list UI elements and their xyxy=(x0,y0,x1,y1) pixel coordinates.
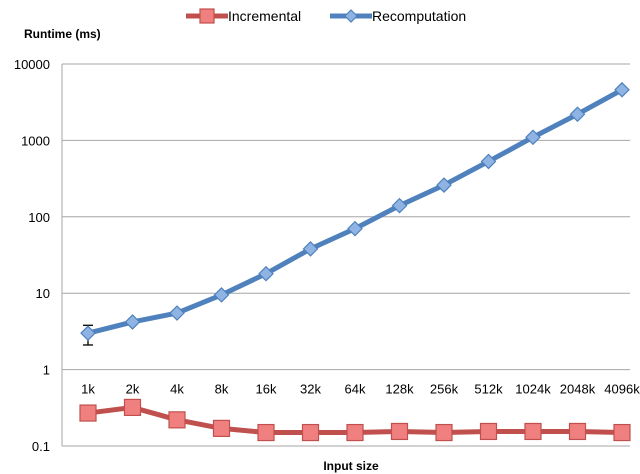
incremental-point xyxy=(79,404,97,422)
recomputation-point xyxy=(169,305,185,321)
recomputation-point xyxy=(347,220,363,237)
x-tick-label: 1k xyxy=(81,382,95,397)
legend: Incremental Recomputation xyxy=(186,8,466,24)
x-tick-label: 256k xyxy=(430,382,459,397)
incremental-point xyxy=(479,422,498,441)
incremental-point xyxy=(346,423,364,442)
x-tick-label: 32k xyxy=(300,382,321,397)
x-tick-label: 128k xyxy=(385,382,414,397)
x-tick-label: 4k xyxy=(170,382,184,397)
x-tick-label: 16k xyxy=(256,382,277,397)
recomputation-point xyxy=(525,129,541,146)
legend-label: Recomputation xyxy=(372,8,466,24)
x-tick-label: 4096k xyxy=(604,382,640,397)
x-tick-label: 64k xyxy=(345,382,366,397)
incremental-point xyxy=(435,423,453,442)
recomputation-point xyxy=(569,106,586,123)
recomputation-point xyxy=(124,314,141,330)
x-axis-title: Input size xyxy=(323,459,379,473)
incremental-point xyxy=(568,422,587,441)
incremental-point xyxy=(123,398,142,417)
x-tick-label: 8k xyxy=(215,382,229,397)
recomputation-point xyxy=(391,197,408,214)
recomputation-point xyxy=(614,81,630,98)
incremental-point xyxy=(301,423,320,442)
legend-label: Incremental xyxy=(228,8,301,24)
y-axis-title: Runtime (ms) xyxy=(24,27,101,41)
recomputation-point xyxy=(258,265,274,282)
recomputation-point xyxy=(80,325,96,341)
incremental-point xyxy=(168,411,186,429)
x-tick-labels: 1k 2k 4k 8k 16k 32k 64k 128k 256k 512k 1024k 2048k 4… xyxy=(81,382,640,397)
recomputation-point xyxy=(213,287,230,303)
y-tick-label: 1 xyxy=(43,363,50,378)
y-tick-label: 10000 xyxy=(14,57,50,72)
gridlines xyxy=(61,63,630,447)
legend-marker-square xyxy=(199,8,215,24)
x-tick-label: 512k xyxy=(474,382,503,397)
series-lines xyxy=(79,81,631,442)
incremental-point xyxy=(524,422,542,441)
y-tick-label: 0.1 xyxy=(32,439,50,454)
incremental-point xyxy=(212,419,231,437)
legend-marker-diamond xyxy=(344,9,358,23)
x-tick-label: 2k xyxy=(126,382,140,397)
recomputation-point xyxy=(302,241,319,257)
y-tick-label: 1000 xyxy=(21,133,50,148)
incremental-point xyxy=(613,423,631,442)
recomputation-point xyxy=(480,153,497,170)
recomputation-point xyxy=(436,177,452,193)
x-tick-label: 1024k xyxy=(515,382,551,397)
y-tick-label: 10 xyxy=(36,286,50,301)
incremental-point xyxy=(257,423,275,442)
series-line xyxy=(87,87,624,336)
incremental-point xyxy=(390,422,409,441)
x-tick-label: 2048k xyxy=(560,382,596,397)
y-tick-labels: 0.1 1 10 100 1000 10000 xyxy=(14,57,50,454)
y-tick-label: 100 xyxy=(28,210,50,225)
